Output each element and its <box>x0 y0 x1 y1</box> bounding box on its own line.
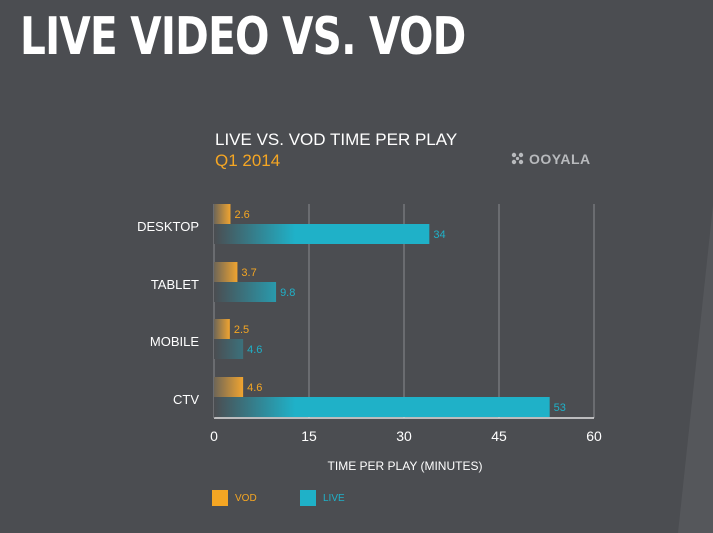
logo-text: OOYALA <box>529 151 591 167</box>
legend-swatch-vod <box>212 490 228 506</box>
data-label-vod-ctv: 4.6 <box>247 382 262 394</box>
legend-swatch-live <box>300 490 316 506</box>
data-label-vod-desktop: 2.6 <box>234 209 249 221</box>
bar-live-desktop <box>214 224 430 244</box>
x-tick-label: 45 <box>491 428 507 444</box>
bar-vod-mobile <box>214 319 230 339</box>
legend-label-live: LIVE <box>323 492 345 504</box>
chart-title: LIVE VS. VOD TIME PER PLAY <box>215 130 458 149</box>
ooyala-logo: OOYALA <box>510 151 591 167</box>
bar-vod-tablet <box>214 262 238 282</box>
category-label-tablet: TABLET <box>151 277 199 292</box>
data-label-vod-tablet: 3.7 <box>241 267 256 279</box>
data-label-vod-mobile: 2.5 <box>234 324 249 336</box>
bar-live-mobile <box>214 339 244 359</box>
data-label-live-tablet: 9.8 <box>280 287 295 299</box>
bar-vod-desktop <box>214 204 231 224</box>
bar-live-ctv <box>214 397 550 417</box>
x-tick-label: 0 <box>210 428 218 444</box>
x-tick-label: 60 <box>586 428 602 444</box>
bar-vod-ctv <box>214 377 244 397</box>
legend-item-vod: VOD <box>212 490 257 506</box>
data-label-live-mobile: 4.6 <box>247 344 262 356</box>
legend-item-live: LIVE <box>300 490 345 506</box>
x-tick-label: 15 <box>301 428 317 444</box>
data-label-live-ctv: 53 <box>554 402 566 414</box>
chart-subtitle: Q1 2014 <box>215 151 281 170</box>
x-tick-label: 30 <box>396 428 412 444</box>
page-title: LIVE VIDEO VS. VOD <box>20 7 466 67</box>
category-label-ctv: CTV <box>173 392 199 407</box>
data-label-live-desktop: 34 <box>433 229 445 241</box>
ooyala-logo-icon <box>511 152 524 165</box>
x-axis-label: TIME PER PLAY (MINUTES) <box>328 459 483 473</box>
legend-label-vod: VOD <box>235 492 257 504</box>
bar-live-tablet <box>214 282 277 302</box>
category-label-desktop: DESKTOP <box>137 219 199 234</box>
category-label-mobile: MOBILE <box>150 334 199 349</box>
